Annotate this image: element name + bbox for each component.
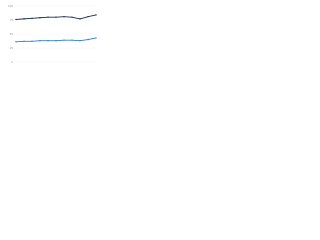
point [71, 16, 73, 18]
point [39, 40, 41, 42]
y-tick-label: 100 [8, 4, 13, 8]
point [95, 14, 97, 16]
point [63, 15, 65, 18]
point [15, 18, 17, 21]
y-tick-label: 25 [10, 46, 14, 50]
point [23, 18, 25, 20]
point [15, 41, 17, 43]
point [47, 16, 49, 18]
point [63, 39, 65, 41]
point [79, 18, 81, 20]
point [31, 40, 33, 42]
point [95, 37, 97, 39]
chart: 0 25 50 75 100 [8, 4, 97, 64]
y-tick-label: 50 [10, 32, 14, 36]
y-tick-label: 0 [11, 60, 13, 64]
point [39, 17, 41, 19]
point [71, 39, 73, 41]
y-tick-label: 75 [10, 18, 14, 22]
point [79, 40, 81, 42]
point [55, 40, 57, 42]
point [87, 38, 89, 41]
point [87, 15, 89, 18]
point [55, 16, 57, 18]
point [23, 40, 25, 42]
point [31, 17, 33, 20]
point [47, 40, 49, 42]
